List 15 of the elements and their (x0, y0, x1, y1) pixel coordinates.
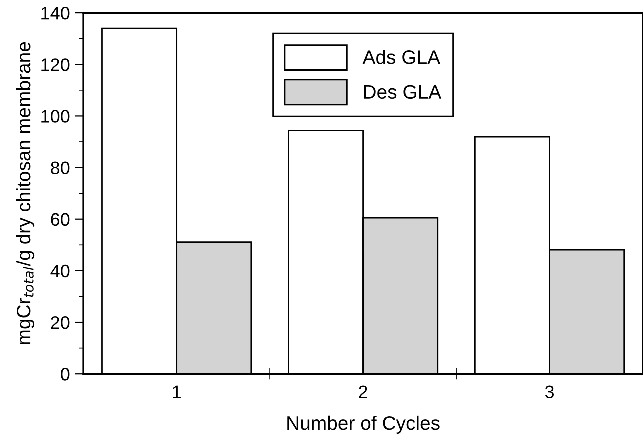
y-tick-label: 120 (42, 58, 70, 72)
y-tick-label: 20 (51, 316, 70, 330)
x-axis-title: Number of Cycles (288, 416, 440, 434)
y-tick-label: 100 (42, 110, 70, 123)
x-tick-label: 2 (359, 386, 368, 398)
y-tick-label: 80 (51, 162, 70, 175)
y-tick-label: 40 (50, 264, 70, 278)
y-axis-title: mgCr$_{total}$/g dry chitosan membrane (16, 42, 35, 344)
legend-label: Ads GLA (362, 50, 441, 64)
y-tick-label: 140 (42, 6, 70, 20)
y-tick-label: 0 (61, 368, 70, 381)
legend-label: Des GLA (364, 85, 442, 100)
x-tick-label: 1 (173, 386, 181, 398)
y-tick-label: 60 (51, 213, 70, 226)
x-tick-label: 3 (545, 386, 554, 398)
